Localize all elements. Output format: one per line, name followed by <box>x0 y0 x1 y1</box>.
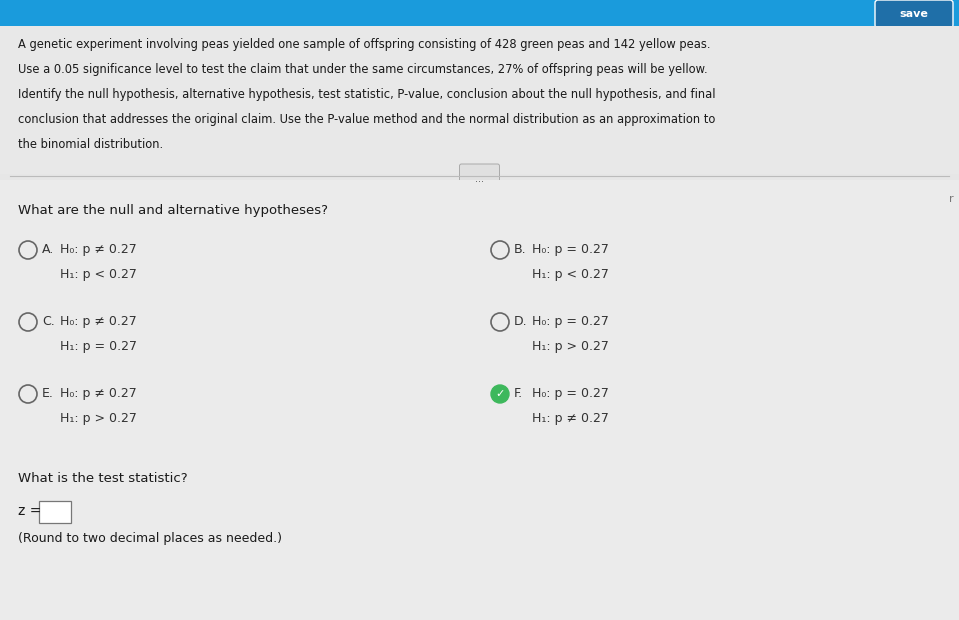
Text: H₀: p ≠ 0.27: H₀: p ≠ 0.27 <box>60 387 137 400</box>
Bar <box>0 26 959 174</box>
Text: H₁: p < 0.27: H₁: p < 0.27 <box>60 268 137 281</box>
Bar <box>0 390 8 465</box>
Text: Identify the null hypothesis, alternative hypothesis, test statistic, P-value, c: Identify the null hypothesis, alternativ… <box>18 88 715 101</box>
Text: H₀: p ≠ 0.27: H₀: p ≠ 0.27 <box>60 243 137 256</box>
Text: H₀: p = 0.27: H₀: p = 0.27 <box>532 243 609 256</box>
Text: ✓: ✓ <box>495 389 504 399</box>
Bar <box>0 180 959 620</box>
FancyBboxPatch shape <box>459 164 500 184</box>
Text: What are the null and alternative hypotheses?: What are the null and alternative hypoth… <box>18 204 328 217</box>
Text: conclusion that addresses the original claim. Use the P-value method and the nor: conclusion that addresses the original c… <box>18 113 715 126</box>
Text: H₁: p < 0.27: H₁: p < 0.27 <box>532 268 609 281</box>
Text: (Round to two decimal places as needed.): (Round to two decimal places as needed.) <box>18 532 282 545</box>
Text: H₁: p > 0.27: H₁: p > 0.27 <box>60 412 137 425</box>
Text: C.: C. <box>42 315 55 328</box>
Text: H₁: p = 0.27: H₁: p = 0.27 <box>60 340 137 353</box>
Bar <box>0 0 959 26</box>
Text: What is the test statistic?: What is the test statistic? <box>18 472 188 485</box>
FancyBboxPatch shape <box>875 0 953 28</box>
Text: A.: A. <box>42 243 55 256</box>
Text: F.: F. <box>514 387 523 400</box>
Text: save: save <box>900 9 928 19</box>
Text: H₁: p > 0.27: H₁: p > 0.27 <box>532 340 609 353</box>
Circle shape <box>491 385 509 403</box>
Text: A genetic experiment involving peas yielded one sample of offspring consisting o: A genetic experiment involving peas yiel… <box>18 38 711 51</box>
Text: Use a 0.05 significance level to test the claim that under the same circumstance: Use a 0.05 significance level to test th… <box>18 63 708 76</box>
Text: H₁: p ≠ 0.27: H₁: p ≠ 0.27 <box>532 412 609 425</box>
Text: H₀: p = 0.27: H₀: p = 0.27 <box>532 387 609 400</box>
Text: B.: B. <box>514 243 526 256</box>
Text: z =: z = <box>18 504 41 518</box>
FancyBboxPatch shape <box>39 501 71 523</box>
Text: r: r <box>949 194 954 204</box>
Text: H₀: p ≠ 0.27: H₀: p ≠ 0.27 <box>60 315 137 328</box>
Text: H₀: p = 0.27: H₀: p = 0.27 <box>532 315 609 328</box>
Text: ...: ... <box>475 174 484 184</box>
Text: D.: D. <box>514 315 527 328</box>
Text: the binomial distribution.: the binomial distribution. <box>18 138 163 151</box>
Text: E.: E. <box>42 387 54 400</box>
